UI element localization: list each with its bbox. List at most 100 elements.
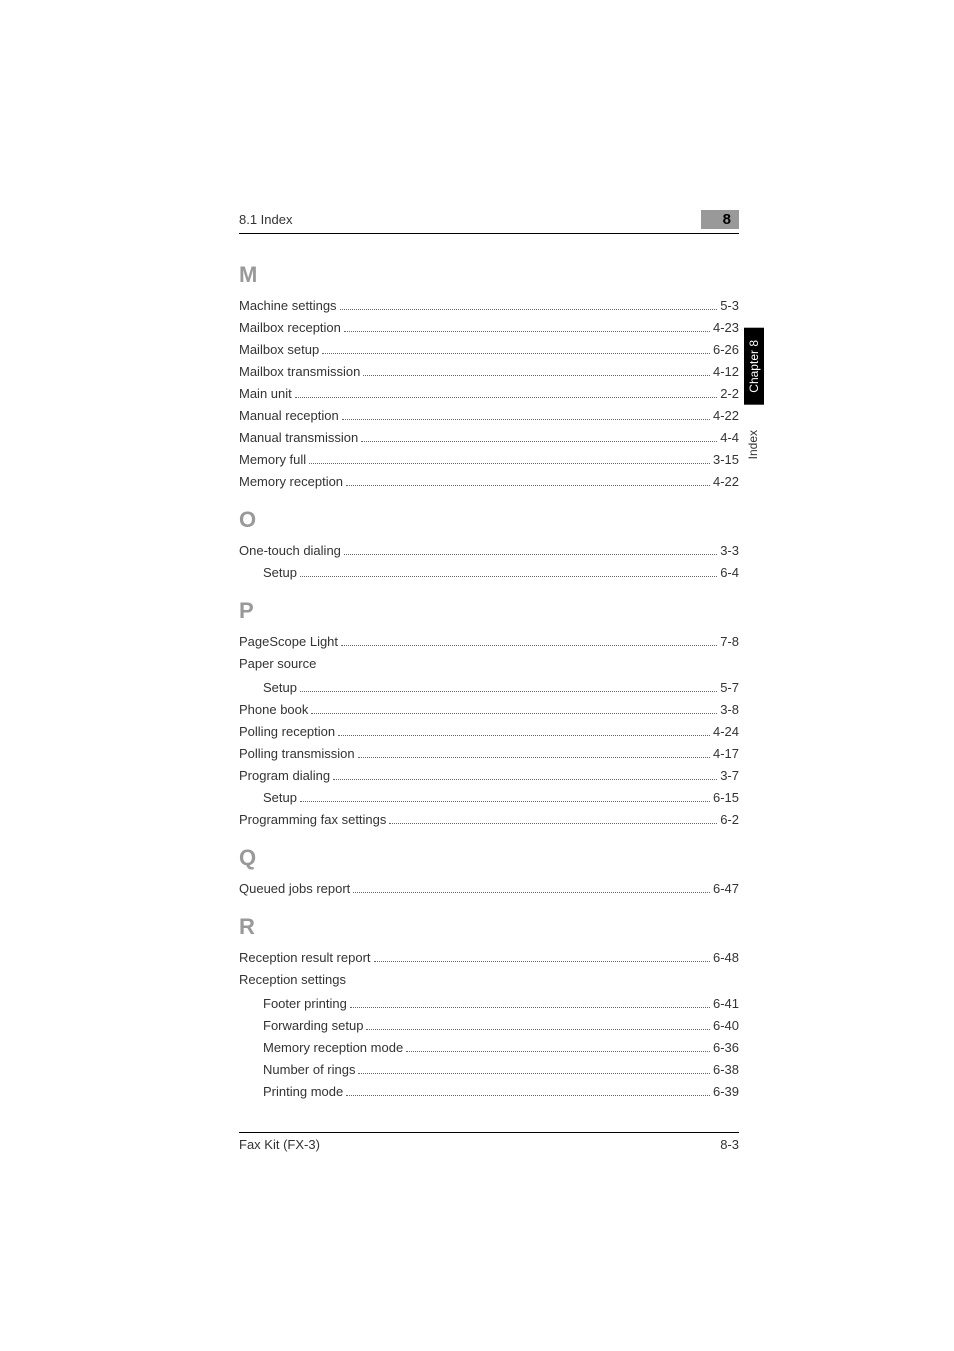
index-entry: Machine settings 5-3	[239, 298, 739, 313]
index-entry: Mailbox setup 6-26	[239, 342, 739, 357]
index-entry: Memory reception 4-22	[239, 474, 739, 489]
index-label: Program dialing	[239, 768, 330, 783]
leader-dots	[353, 892, 710, 893]
index-pageref: 6-36	[713, 1040, 739, 1055]
footer-model: Fax Kit (FX-3)	[239, 1137, 320, 1152]
index-label: Setup	[263, 680, 297, 695]
index-entry: Footer printing 6-41	[239, 996, 739, 1011]
leader-dots	[338, 735, 710, 736]
section-letter-m: M	[239, 262, 739, 288]
leader-dots	[309, 463, 710, 464]
index-entry: Memory reception mode 6-36	[239, 1040, 739, 1055]
index-pageref: 3-3	[720, 543, 739, 558]
leader-dots	[363, 375, 710, 376]
index-entry: Manual reception 4-22	[239, 408, 739, 423]
leader-dots	[346, 1095, 710, 1096]
leader-dots	[300, 801, 710, 802]
section-letter-p: P	[239, 598, 739, 624]
index-label: Queued jobs report	[239, 881, 350, 896]
footer-pagenum: 8-3	[720, 1137, 739, 1152]
index-pageref: 2-2	[720, 386, 739, 401]
index-entry: Mailbox transmission 4-12	[239, 364, 739, 379]
index-label: Setup	[263, 565, 297, 580]
leader-dots	[311, 713, 717, 714]
leader-dots	[300, 691, 717, 692]
index-entry: PageScope Light 7-8	[239, 634, 739, 649]
index-label: Mailbox setup	[239, 342, 319, 357]
chapter-tab: Chapter 8	[744, 328, 764, 405]
index-pageref: 4-12	[713, 364, 739, 379]
leader-dots	[322, 353, 710, 354]
index-pageref: 5-7	[720, 680, 739, 695]
index-pageref: 6-4	[720, 565, 739, 580]
leader-dots	[406, 1051, 710, 1052]
page-header: 8.1 Index 8	[239, 210, 739, 234]
index-pageref: 6-26	[713, 342, 739, 357]
index-entry: Reception result report 6-48	[239, 950, 739, 965]
page-content: 8.1 Index 8 M Machine settings 5-3 Mailbox…	[239, 210, 739, 1106]
leader-dots	[340, 309, 718, 310]
index-pageref: 4-17	[713, 746, 739, 761]
leader-dots	[366, 1029, 710, 1030]
index-entry: Phone book 3-8	[239, 702, 739, 717]
leader-dots	[361, 441, 717, 442]
index-body: MMachine settings 5-3Mailbox reception 4…	[239, 262, 739, 1099]
index-pageref: 6-2	[720, 812, 739, 827]
leader-dots	[295, 397, 717, 398]
index-label: Forwarding setup	[263, 1018, 363, 1033]
index-label: Footer printing	[263, 996, 347, 1011]
index-pageref: 4-22	[713, 474, 739, 489]
index-entry: Setup 6-15	[239, 790, 739, 805]
leader-dots	[389, 823, 717, 824]
index-pageref: 4-4	[720, 430, 739, 445]
index-entry: Main unit 2-2	[239, 386, 739, 401]
index-pageref: 6-41	[713, 996, 739, 1011]
index-label: Machine settings	[239, 298, 337, 313]
index-label: Mailbox transmission	[239, 364, 360, 379]
leader-dots	[344, 554, 717, 555]
index-pageref: 4-24	[713, 724, 739, 739]
index-pageref: 3-7	[720, 768, 739, 783]
index-label: Main unit	[239, 386, 292, 401]
leader-dots	[358, 1073, 709, 1074]
leader-dots	[344, 331, 710, 332]
index-pageref: 3-15	[713, 452, 739, 467]
index-pageref: 6-40	[713, 1018, 739, 1033]
index-pageref: 4-23	[713, 320, 739, 335]
chapter-number: 8	[701, 210, 739, 229]
index-label: Manual reception	[239, 408, 339, 423]
page-footer: Fax Kit (FX-3) 8-3	[239, 1132, 739, 1152]
index-label: PageScope Light	[239, 634, 338, 649]
index-label: One-touch dialing	[239, 543, 341, 558]
index-entry: Manual transmission 4-4	[239, 430, 739, 445]
index-entry: Setup 5-7	[239, 680, 739, 695]
leader-dots	[300, 576, 717, 577]
index-entry: One-touch dialing 3-3	[239, 543, 739, 558]
section-letter-q: Q	[239, 845, 739, 871]
index-pageref: 6-15	[713, 790, 739, 805]
index-label: Memory reception mode	[263, 1040, 403, 1055]
index-entry: Polling transmission 4-17	[239, 746, 739, 761]
index-label: Memory full	[239, 452, 306, 467]
leader-dots	[333, 779, 717, 780]
index-label: Printing mode	[263, 1084, 343, 1099]
index-pageref: 5-3	[720, 298, 739, 313]
index-label: Manual transmission	[239, 430, 358, 445]
section-letter-r: R	[239, 914, 739, 940]
index-pageref: 3-8	[720, 702, 739, 717]
index-entry: Queued jobs report 6-47	[239, 881, 739, 896]
index-header: Paper source	[239, 656, 739, 671]
section-letter-o: O	[239, 507, 739, 533]
leader-dots	[342, 419, 710, 420]
index-entry: Polling reception 4-24	[239, 724, 739, 739]
leader-dots	[341, 645, 717, 646]
leader-dots	[358, 757, 710, 758]
index-header: Reception settings	[239, 972, 739, 987]
index-label: Polling reception	[239, 724, 335, 739]
index-label: Polling transmission	[239, 746, 355, 761]
index-entry: Printing mode 6-39	[239, 1084, 739, 1099]
index-entry: Number of rings 6-38	[239, 1062, 739, 1077]
index-pageref: 6-39	[713, 1084, 739, 1099]
index-label: Reception result report	[239, 950, 371, 965]
index-label: Programming fax settings	[239, 812, 386, 827]
